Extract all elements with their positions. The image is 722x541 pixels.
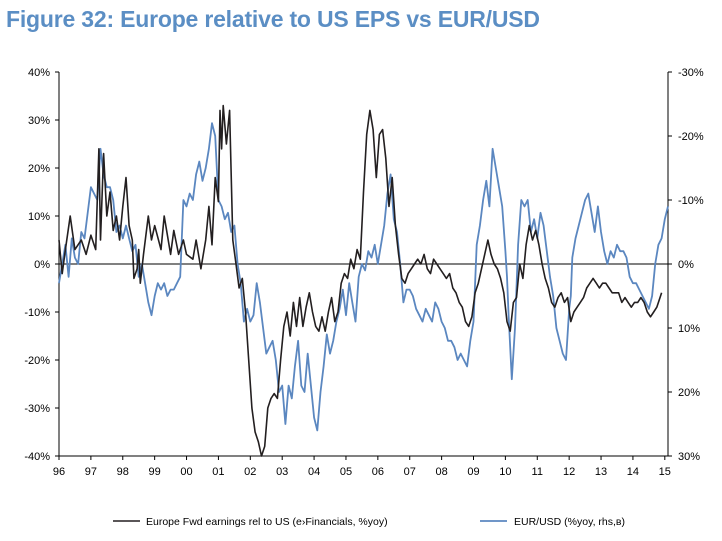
x-tick-label: 08: [435, 466, 447, 478]
x-tick-label: 96: [53, 466, 65, 478]
right-tick-label: -10%: [678, 195, 704, 207]
right-tick-label: 0%: [678, 259, 694, 271]
right-tick-label: -20%: [678, 131, 704, 143]
x-tick-label: 06: [372, 466, 384, 478]
x-tick-label: 14: [627, 466, 639, 478]
series-eurusd-line: [58, 122, 669, 432]
x-tick-label: 07: [404, 466, 416, 478]
x-tick-label: 12: [563, 466, 575, 478]
left-tick-label: -20%: [24, 355, 50, 367]
chart-title: Figure 32: Europe relative to US EPS vs …: [6, 6, 540, 32]
x-tick-label: 10: [499, 466, 511, 478]
x-tick-label: 01: [212, 466, 224, 478]
x-tick-label: 05: [340, 466, 352, 478]
legend-label-eurusd: EUR/USD (%yoy, rhs,в): [514, 516, 625, 528]
right-tick-label: 30%: [678, 451, 700, 463]
x-tick-label: 09: [467, 466, 479, 478]
series-europe-eps-line: [58, 104, 663, 457]
left-tick-label: 30%: [28, 115, 50, 127]
left-tick-label: 20%: [28, 163, 50, 175]
x-tick-label: 13: [595, 466, 607, 478]
x-tick-label: 04: [308, 466, 320, 478]
x-tick-label: 03: [276, 466, 288, 478]
x-tick-label: 15: [659, 466, 671, 478]
x-axis-ticks: 96 97 98 99 00 01 02 03 04 05 06 07 08 09 10 11 12 13 14 15: [53, 456, 671, 478]
right-tick-label: 20%: [678, 387, 700, 399]
left-tick-label: -10%: [24, 307, 50, 319]
plot-frame: [58, 72, 669, 457]
left-tick-label: -30%: [24, 403, 50, 415]
left-tick-label: -40%: [24, 451, 50, 463]
legend-label-eps: Europe Fwd earnings rel to US (e›Financi…: [146, 516, 388, 528]
right-tick-label: 10%: [678, 323, 700, 335]
x-tick-label: 99: [149, 466, 161, 478]
x-tick-label: 00: [180, 466, 192, 478]
x-tick-label: 11: [532, 466, 543, 478]
legend: Europe Fwd earnings rel to US (e›Financi…: [113, 516, 625, 528]
left-axis-ticks: 40% 30% 20% 10% 0% -10% -20% -30% -40%: [24, 67, 59, 463]
left-tick-label: 10%: [28, 211, 50, 223]
left-tick-label: 0%: [34, 259, 50, 271]
right-tick-label: -30%: [678, 67, 704, 79]
x-tick-label: 02: [244, 466, 256, 478]
x-tick-label: 98: [117, 466, 129, 478]
x-tick-label: 97: [85, 466, 97, 478]
series-layer: [58, 104, 669, 457]
left-tick-label: 40%: [28, 67, 50, 79]
right-axis-ticks: -30% -20% -10% 0% 10% 20% 30%: [668, 67, 704, 463]
